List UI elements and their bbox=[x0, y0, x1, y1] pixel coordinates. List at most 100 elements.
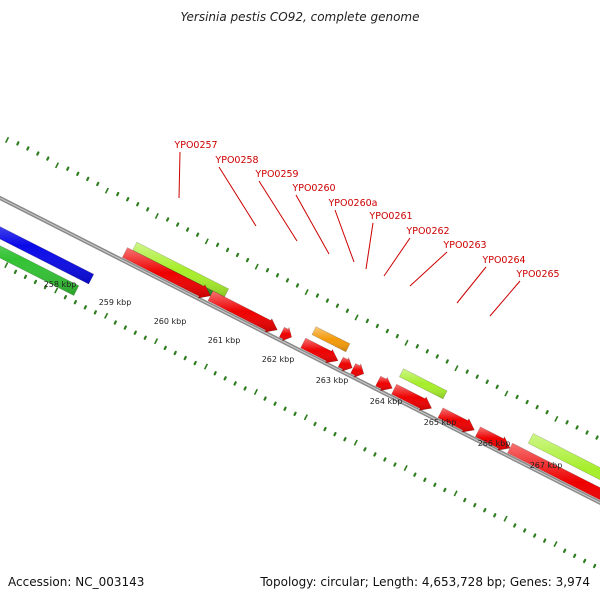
feature-green-shade bbox=[0, 245, 79, 296]
outer-tick bbox=[465, 369, 469, 374]
label-leader-lines bbox=[178, 151, 521, 317]
outer-tick bbox=[245, 257, 250, 263]
inner-tick bbox=[483, 508, 487, 513]
accession-text: Accession: NC_003143 bbox=[8, 575, 145, 589]
inner-tick bbox=[163, 345, 167, 351]
genome-summary-text: Topology: circular; Length: 4,653,728 bp… bbox=[260, 575, 590, 589]
inner-tick bbox=[563, 548, 567, 553]
inner-tick bbox=[143, 335, 147, 340]
inner-tick bbox=[173, 350, 177, 356]
inner-tick bbox=[543, 538, 547, 543]
inner-tick bbox=[403, 464, 408, 472]
inner-tick bbox=[63, 294, 68, 300]
outer-tick bbox=[36, 151, 40, 156]
outer-tick bbox=[304, 289, 309, 296]
inner-tick bbox=[333, 431, 337, 437]
inner-tick bbox=[293, 411, 297, 416]
inner-tick bbox=[453, 490, 458, 497]
gene-YPO0260-shade bbox=[312, 326, 350, 352]
outer-tick bbox=[154, 212, 159, 220]
outer-tick bbox=[385, 328, 389, 334]
inner-tick bbox=[573, 553, 577, 559]
outer-tick bbox=[325, 298, 330, 303]
outer-tick bbox=[225, 247, 230, 253]
inner-tick bbox=[83, 305, 87, 310]
inner-tick bbox=[13, 269, 18, 274]
leader-line-YPO0258 bbox=[218, 166, 257, 227]
outer-tick bbox=[375, 323, 380, 329]
outer-tick bbox=[335, 303, 340, 308]
inner-tick bbox=[373, 452, 377, 457]
inner-tick bbox=[54, 287, 59, 294]
outer-tick bbox=[195, 232, 200, 237]
outer-tick bbox=[66, 166, 70, 171]
gene-YPO0265-shade bbox=[438, 407, 475, 433]
inner-tick bbox=[393, 462, 397, 467]
inner-tick bbox=[33, 279, 38, 285]
outer-tick bbox=[86, 176, 90, 182]
outer-tick bbox=[554, 415, 559, 422]
outer-tick bbox=[595, 435, 599, 440]
inner-tick bbox=[183, 355, 187, 361]
outer-tick bbox=[485, 379, 489, 384]
leader-line-YPO0257 bbox=[178, 151, 181, 199]
genome-backbone bbox=[0, 195, 600, 506]
inner-tick bbox=[203, 363, 209, 370]
inner-tick bbox=[503, 515, 508, 522]
outer-tick bbox=[185, 227, 190, 232]
scale-label-263: 263 kbp bbox=[316, 376, 349, 385]
inner-tick bbox=[93, 310, 97, 315]
feature-lightgreen-2-shade bbox=[399, 368, 448, 399]
feature-lightgreen-3-shade bbox=[528, 433, 600, 480]
inner-tick bbox=[323, 426, 327, 432]
outer-tick bbox=[435, 354, 439, 359]
outer-tick bbox=[504, 390, 509, 397]
outer-tick bbox=[295, 283, 300, 288]
inner-tick bbox=[243, 386, 247, 391]
outer-tick bbox=[535, 404, 539, 410]
inner-tick bbox=[363, 447, 367, 452]
gene-label-YPO0260a: YPO0260a bbox=[327, 198, 377, 209]
feature-lightgreen-shade bbox=[132, 242, 229, 297]
outer-tick bbox=[26, 146, 30, 151]
scale-label-265: 265 kbp bbox=[424, 418, 457, 427]
outer-tick bbox=[515, 394, 519, 400]
genome-title: Yersinia pestis CO92, complete genome bbox=[180, 10, 420, 24]
gene-YPO0260a-shade bbox=[300, 338, 338, 363]
outer-tick bbox=[116, 191, 120, 197]
inner-tick bbox=[253, 388, 258, 395]
scale-label-259: 259 kbp bbox=[99, 298, 132, 307]
leader-line-YPO0262 bbox=[383, 237, 411, 277]
feature-blue-shade bbox=[0, 226, 94, 284]
inner-tick bbox=[133, 330, 137, 335]
outer-tick bbox=[265, 268, 270, 273]
outer-tick bbox=[215, 242, 220, 247]
outer-tick bbox=[315, 293, 320, 298]
scale-label-262: 262 kbp bbox=[262, 355, 295, 364]
leader-line-YPO0260 bbox=[295, 194, 330, 255]
gene-label-YPO0259: YPO0259 bbox=[254, 169, 298, 180]
gene-labels: YPO0257 YPO0258 YPO0259 YPO0260 YPO0260a YPO0… bbox=[173, 140, 559, 280]
outer-tick-ring bbox=[5, 136, 599, 440]
outer-tick bbox=[285, 278, 290, 283]
inner-tick bbox=[233, 381, 237, 386]
gene-YPO0263-shade bbox=[375, 376, 393, 391]
outer-tick bbox=[395, 333, 399, 339]
inner-tick bbox=[423, 477, 427, 482]
outer-tick bbox=[415, 344, 419, 349]
outer-tick bbox=[136, 202, 140, 207]
outer-tick bbox=[585, 430, 589, 435]
leader-line-YPO0265 bbox=[489, 280, 521, 317]
gene-YPO0267-shade bbox=[507, 443, 600, 500]
gene-YPO0257-shade bbox=[122, 247, 211, 299]
outer-tick bbox=[254, 263, 259, 270]
outer-tick bbox=[354, 314, 359, 321]
outer-tick bbox=[365, 318, 370, 324]
outer-tick bbox=[5, 136, 10, 143]
outer-tick bbox=[235, 252, 240, 258]
outer-tick bbox=[575, 425, 579, 430]
inner-tick bbox=[303, 414, 308, 421]
inner-tick bbox=[592, 563, 597, 569]
